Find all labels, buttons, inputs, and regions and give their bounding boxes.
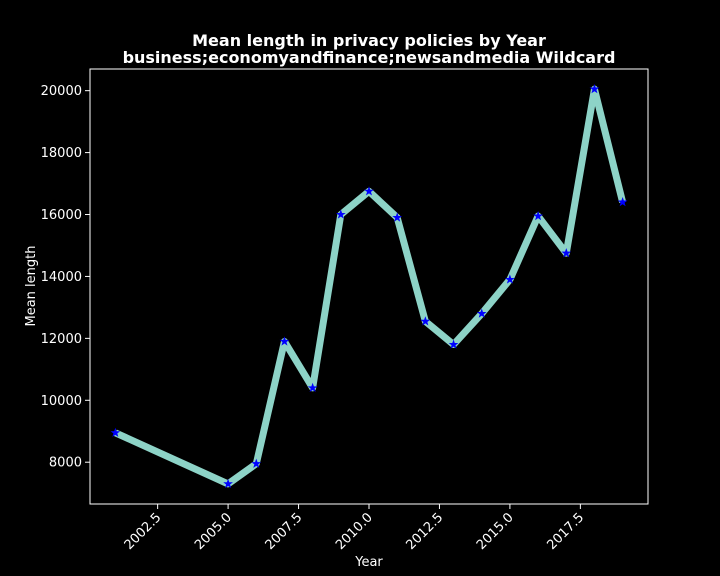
series-layer xyxy=(110,84,628,489)
x-tick-label: 2017.5 xyxy=(544,510,587,553)
x-tick-label: 2015.0 xyxy=(474,510,517,553)
data-point-marker xyxy=(420,316,431,326)
data-point-marker xyxy=(335,209,346,219)
data-point-marker xyxy=(279,336,290,346)
data-point-marker xyxy=(589,84,600,94)
plot-area-frame xyxy=(89,68,649,505)
chart-title-line1: Mean length in privacy policies by Year xyxy=(192,31,546,50)
data-point-marker xyxy=(110,427,121,437)
data-point-marker xyxy=(476,308,487,318)
y-tick-label: 20000 xyxy=(41,84,82,99)
y-tick-label: 18000 xyxy=(41,146,82,161)
data-point-marker xyxy=(533,210,543,221)
x-tick-label: 2007.5 xyxy=(263,510,306,553)
data-point-marker xyxy=(505,274,515,284)
chart-title-line2: business;economyandfinance;newsandmedia … xyxy=(123,48,616,67)
x-tick-label: 2012.5 xyxy=(404,510,447,553)
data-point-marker xyxy=(307,382,318,393)
y-tick-label: 8000 xyxy=(49,456,82,471)
data-point-marker xyxy=(364,186,374,196)
data-point-marker xyxy=(617,197,628,207)
x-tick-label: 2002.5 xyxy=(122,510,165,553)
data-point-marker xyxy=(251,458,262,468)
data-point-marker xyxy=(561,248,572,258)
data-point-marker xyxy=(448,339,459,349)
y-tick-label: 12000 xyxy=(41,332,82,347)
y-tick-label: 10000 xyxy=(41,394,82,409)
data-point-marker xyxy=(392,212,403,222)
data-point-marker xyxy=(223,478,233,489)
y-axis-label: Mean length xyxy=(24,246,39,327)
x-axis-ticks: 2002.5 2005.0 2007.5 2010.0 2012.5 2015.0 2017… xyxy=(122,504,587,553)
y-tick-label: 14000 xyxy=(41,270,82,285)
series-line xyxy=(113,85,627,488)
x-tick-label: 2010.0 xyxy=(333,510,376,553)
y-tick-label: 16000 xyxy=(41,208,82,223)
x-axis-label: Year xyxy=(354,555,383,570)
y-axis-ticks: 8000 10000 12000 14000 16000 18000 20000 xyxy=(41,84,90,471)
x-tick-label: 2005.0 xyxy=(192,510,235,553)
